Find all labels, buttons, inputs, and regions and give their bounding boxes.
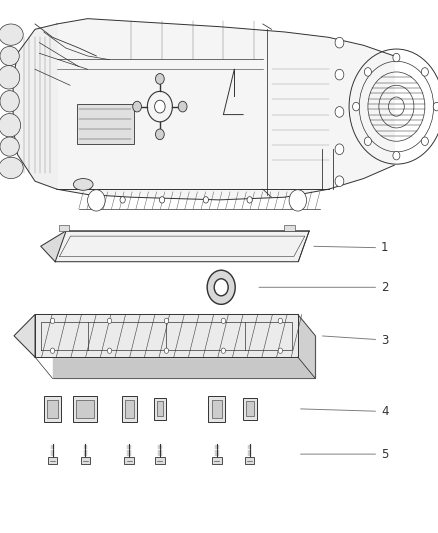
Bar (81, 457, 90, 464)
Bar (246, 401, 254, 416)
Circle shape (164, 348, 169, 353)
Ellipse shape (0, 157, 23, 179)
Circle shape (289, 190, 307, 211)
Bar (155, 457, 165, 464)
Bar (59, 225, 69, 231)
Bar (284, 225, 295, 231)
Circle shape (421, 68, 428, 76)
Circle shape (335, 69, 344, 80)
Circle shape (155, 74, 164, 84)
Circle shape (278, 348, 283, 353)
Circle shape (393, 151, 400, 160)
Text: 4: 4 (300, 405, 389, 418)
Circle shape (133, 101, 141, 112)
Ellipse shape (0, 24, 23, 45)
Circle shape (221, 318, 226, 324)
Circle shape (159, 197, 165, 203)
Circle shape (335, 107, 344, 117)
Circle shape (278, 318, 283, 324)
Bar (77, 104, 134, 144)
Circle shape (364, 68, 371, 76)
Polygon shape (53, 336, 315, 378)
Ellipse shape (0, 114, 21, 137)
Text: 5: 5 (300, 448, 389, 461)
Bar (48, 457, 57, 464)
Ellipse shape (0, 46, 19, 66)
Bar (121, 396, 137, 422)
Bar (124, 457, 134, 464)
Text: 1: 1 (314, 241, 389, 254)
Bar (243, 398, 257, 420)
Bar (124, 400, 134, 418)
Polygon shape (13, 24, 57, 189)
Polygon shape (55, 231, 309, 262)
Circle shape (433, 102, 438, 111)
Circle shape (353, 102, 360, 111)
Bar (212, 400, 222, 418)
Ellipse shape (73, 179, 93, 190)
Circle shape (247, 197, 252, 203)
Bar (47, 400, 58, 418)
Circle shape (203, 197, 208, 203)
Circle shape (393, 53, 400, 62)
Bar (245, 457, 254, 464)
Ellipse shape (0, 91, 19, 112)
Circle shape (335, 176, 344, 187)
Circle shape (421, 137, 428, 146)
Circle shape (50, 348, 55, 353)
Text: 2: 2 (259, 281, 389, 294)
Bar (154, 398, 166, 420)
Circle shape (178, 101, 187, 112)
Circle shape (364, 137, 371, 146)
Polygon shape (298, 314, 315, 378)
Circle shape (50, 318, 55, 324)
Circle shape (155, 129, 164, 140)
Polygon shape (35, 314, 298, 357)
Circle shape (221, 348, 226, 353)
Bar (208, 396, 225, 422)
Circle shape (164, 318, 169, 324)
Circle shape (120, 197, 125, 203)
Text: 3: 3 (322, 334, 389, 346)
Circle shape (335, 144, 344, 155)
Bar (44, 396, 61, 422)
Circle shape (88, 190, 105, 211)
Polygon shape (41, 231, 66, 262)
Circle shape (107, 348, 112, 353)
Bar (74, 396, 97, 422)
Circle shape (335, 37, 344, 48)
Bar (77, 400, 95, 418)
Circle shape (107, 318, 112, 324)
Circle shape (155, 100, 165, 113)
Bar (157, 401, 163, 416)
Ellipse shape (0, 66, 20, 89)
Bar (212, 457, 222, 464)
Ellipse shape (0, 137, 19, 156)
Polygon shape (57, 19, 394, 200)
Polygon shape (14, 314, 35, 357)
